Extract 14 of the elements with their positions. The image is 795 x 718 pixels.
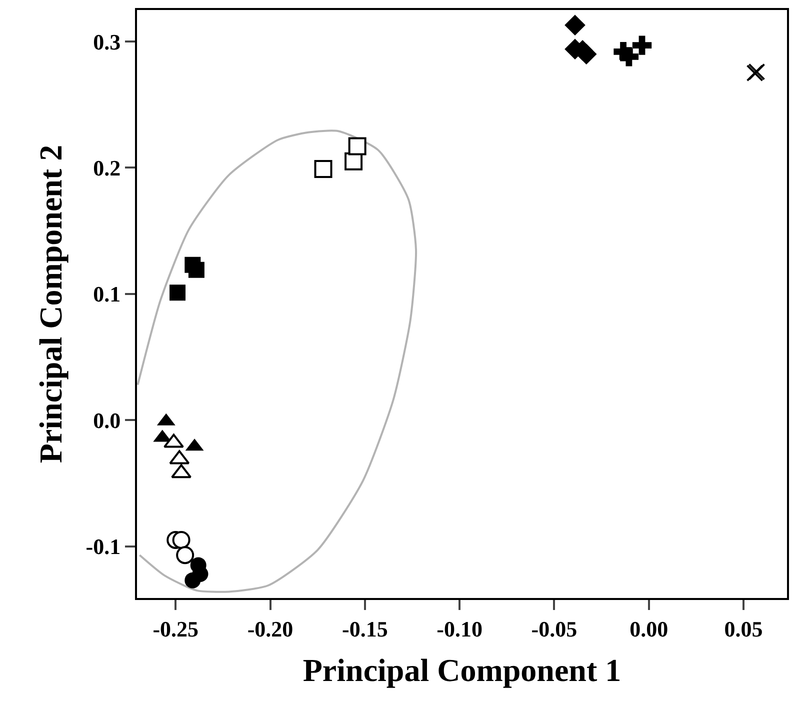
y-tick-label: 0.2 [93,155,121,180]
y-axis-title: Principal Component 2 [32,144,69,464]
x-tick-label: -0.10 [436,616,482,642]
y-tick-label: -0.1 [86,534,121,559]
y-tick-label: 0.0 [93,408,121,433]
x-tick-label: -0.15 [342,616,388,642]
x-tick-label: 0.05 [724,616,763,642]
x-axis-title: Principal Component 1 [302,652,622,688]
x-tick-label: -0.25 [152,616,199,642]
y-tick-label: 0.3 [93,29,121,54]
x-tick-label: 0.00 [630,616,668,642]
x-tick-label: -0.20 [247,616,294,642]
y-tick-label: 0.1 [93,282,121,307]
x-tick-label: -0.05 [531,616,578,642]
